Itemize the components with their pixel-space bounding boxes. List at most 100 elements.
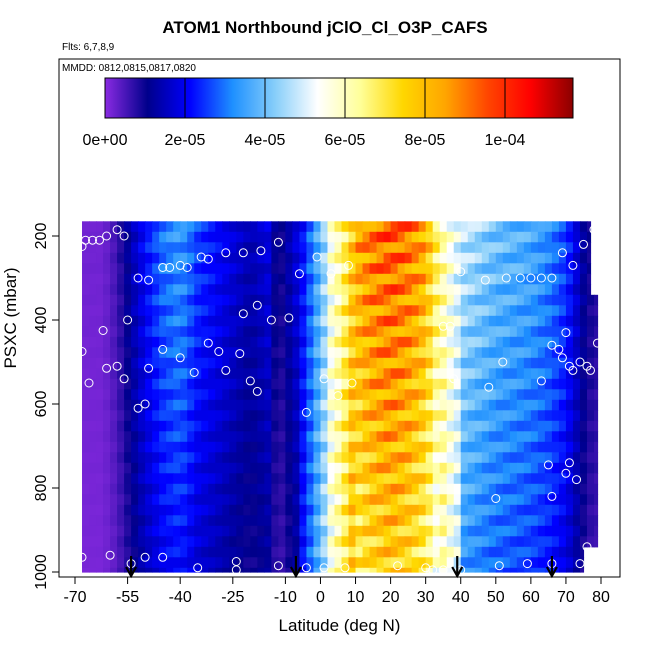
- heatmap-cell: [173, 525, 181, 537]
- heatmap-cell: [593, 399, 599, 411]
- heatmap-cell: [180, 273, 188, 285]
- heatmap-cell: [383, 326, 392, 338]
- heatmap-cell: [565, 483, 574, 495]
- heatmap-cell: [404, 473, 413, 485]
- heatmap-cell: [439, 473, 448, 485]
- heatmap-cell: [215, 420, 223, 432]
- sample-point: [572, 475, 581, 485]
- heatmap-cell: [299, 221, 308, 233]
- heatmap-cell: [572, 483, 581, 495]
- heatmap-cell: [103, 431, 111, 443]
- heatmap-cell: [376, 242, 385, 254]
- heatmap-cell: [271, 263, 279, 275]
- heatmap-cell: [285, 252, 294, 264]
- heatmap-cell: [117, 504, 125, 516]
- heatmap-cell: [117, 462, 125, 474]
- heatmap-cell: [89, 242, 97, 254]
- heatmap-cell: [82, 294, 90, 306]
- heatmap-cell: [222, 567, 230, 573]
- heatmap-cell: [537, 473, 546, 485]
- heatmap-cell: [327, 294, 336, 306]
- heatmap-cell: [152, 231, 160, 243]
- heatmap-cell: [488, 536, 497, 548]
- heatmap-cell: [271, 284, 279, 296]
- heatmap-cell: [453, 336, 462, 348]
- heatmap-cell: [292, 347, 301, 359]
- heatmap-cell: [208, 410, 216, 422]
- heatmap-cell: [173, 347, 181, 359]
- heatmap-cell: [530, 357, 539, 369]
- heatmap-cell: [306, 252, 315, 264]
- heatmap-cell: [551, 420, 560, 432]
- heatmap-cell: [579, 452, 588, 464]
- heatmap-cell: [145, 504, 153, 516]
- heatmap-cell: [474, 368, 483, 380]
- heatmap-cell: [495, 315, 504, 327]
- heatmap-cell: [348, 221, 357, 233]
- heatmap-cell: [327, 462, 336, 474]
- heatmap-cell: [187, 431, 195, 443]
- heatmap-cell: [418, 494, 427, 506]
- heatmap-cell: [572, 347, 581, 359]
- heatmap-cell: [565, 263, 574, 275]
- heatmap-cell: [250, 462, 258, 474]
- heatmap-cell: [355, 431, 364, 443]
- heatmap-cell: [411, 546, 420, 558]
- heatmap-cell: [327, 378, 336, 390]
- heatmap-cell: [194, 294, 202, 306]
- heatmap-cell: [376, 368, 385, 380]
- heatmap-cell: [348, 273, 357, 285]
- heatmap-cell: [89, 221, 97, 233]
- heatmap-cell: [278, 452, 286, 464]
- heatmap-cell: [180, 483, 188, 495]
- heatmap-cell: [411, 357, 420, 369]
- heatmap-cell: [446, 536, 455, 548]
- heatmap-cell: [551, 294, 560, 306]
- heatmap-cell: [327, 263, 336, 275]
- heatmap-cell: [467, 420, 476, 432]
- heatmap-cell: [411, 567, 420, 573]
- heatmap-cell: [250, 452, 258, 464]
- heatmap-cell: [523, 431, 532, 443]
- heatmap-cell: [474, 221, 483, 233]
- heatmap-cell: [460, 536, 469, 548]
- heatmap-cell: [236, 483, 244, 495]
- heatmap-cell: [187, 252, 195, 264]
- heatmap-cell: [117, 389, 125, 401]
- heatmap-cell: [271, 536, 279, 548]
- heatmap-cell: [425, 431, 434, 443]
- heatmap-cell: [453, 462, 462, 474]
- heatmap-cell: [376, 326, 385, 338]
- heatmap-cell: [124, 410, 132, 422]
- heatmap-cell: [250, 389, 258, 401]
- x-tick-label: 50: [487, 589, 505, 606]
- heatmap-cell: [397, 273, 406, 285]
- heatmap-cell: [341, 221, 350, 233]
- heatmap-cell: [432, 326, 441, 338]
- heatmap-cell: [327, 389, 336, 401]
- heatmap-cell: [194, 536, 202, 548]
- heatmap-cell: [565, 452, 574, 464]
- heatmap-cell: [159, 357, 167, 369]
- heatmap-cell: [411, 263, 420, 275]
- heatmap-cell: [131, 368, 139, 380]
- heatmap-cell: [558, 315, 567, 327]
- heatmap-cell: [208, 357, 216, 369]
- heatmap-cell: [334, 420, 343, 432]
- heatmap-cell: [502, 410, 511, 422]
- heatmap-cell: [180, 305, 188, 317]
- heatmap-cell: [565, 389, 574, 401]
- heatmap-cell: [131, 347, 139, 359]
- heatmap-cell: [208, 231, 216, 243]
- heatmap-cell: [257, 473, 265, 485]
- heatmap-cell: [138, 347, 146, 359]
- heatmap-cell: [362, 326, 371, 338]
- heatmap-cell: [453, 357, 462, 369]
- sample-point: [557, 248, 567, 258]
- sample-point: [144, 275, 154, 285]
- heatmap-cell: [180, 336, 188, 348]
- heatmap-cell: [320, 515, 329, 527]
- heatmap-cell: [411, 389, 420, 401]
- heatmap-cell: [215, 231, 223, 243]
- heatmap-cell: [201, 378, 209, 390]
